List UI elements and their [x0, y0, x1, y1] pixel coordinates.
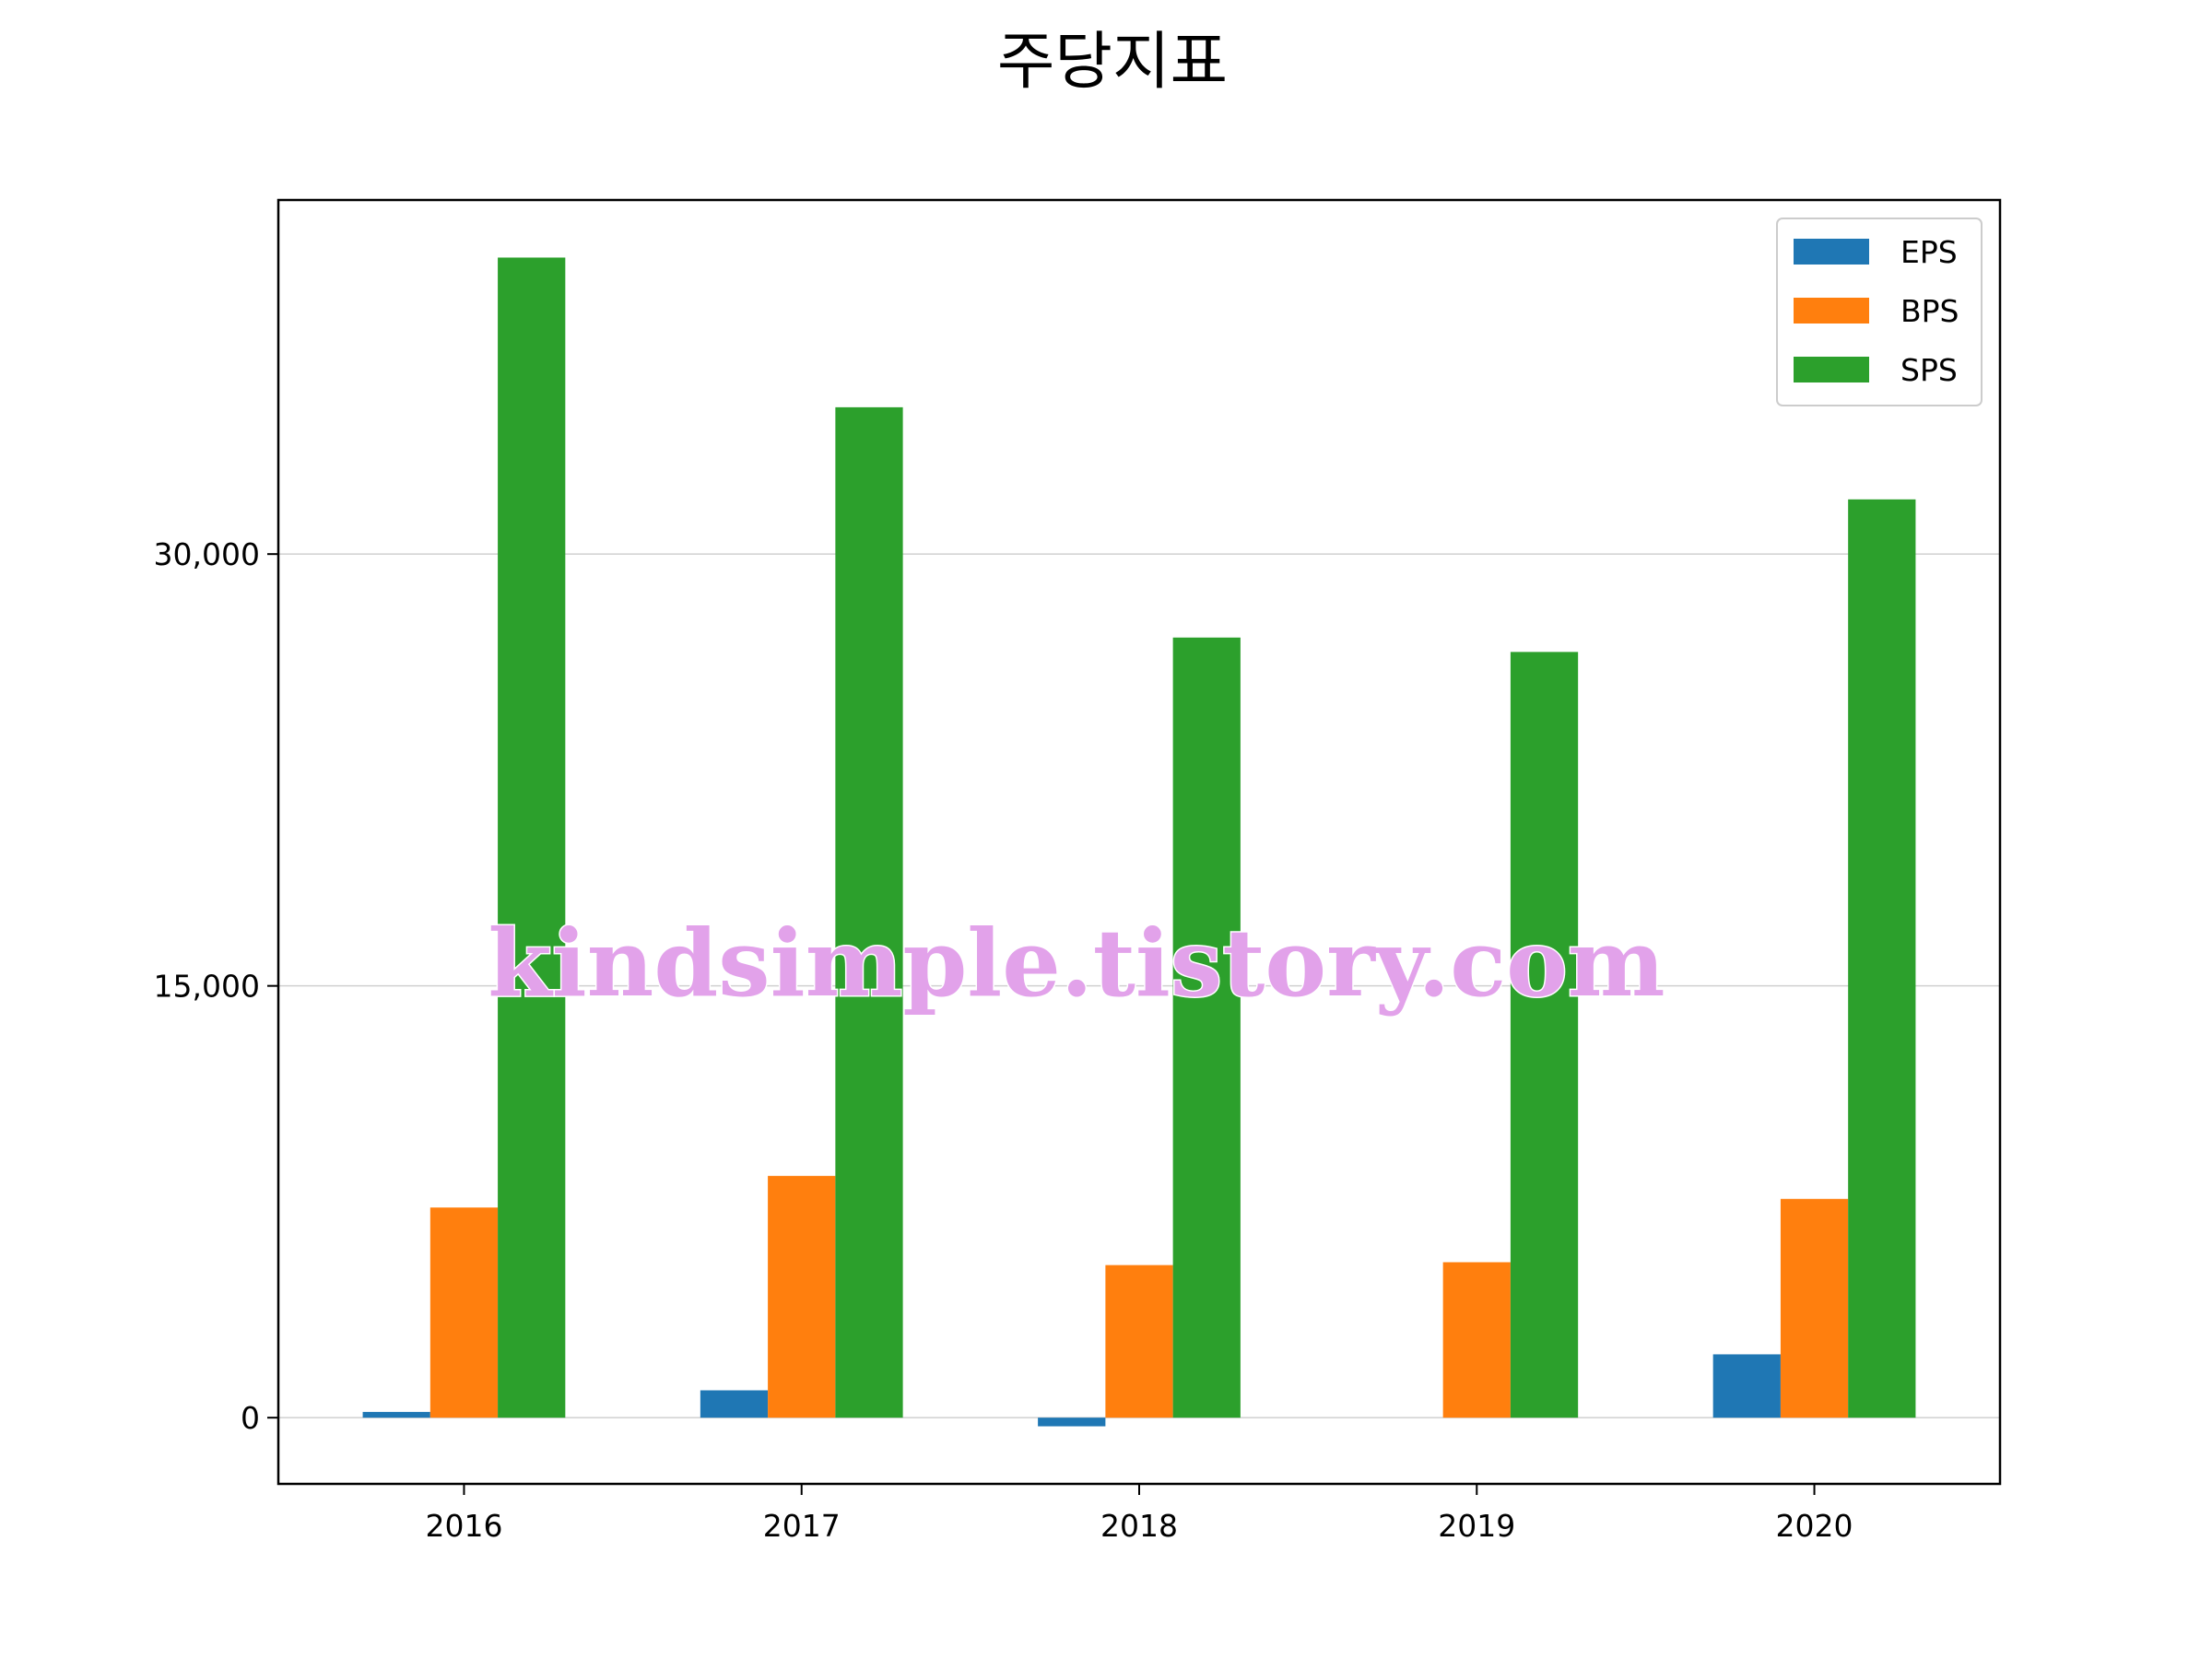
chart-title: 주당지표 [997, 26, 1228, 99]
bar-bps [1780, 1198, 1849, 1418]
bars [362, 257, 1916, 1427]
bar-sps [1510, 652, 1579, 1418]
y-tick-label: 30,000 [154, 536, 260, 572]
bar-bps [1442, 1262, 1511, 1418]
bar-eps [1712, 1354, 1781, 1418]
legend: EPS BPS SPS [1776, 218, 1983, 406]
x-tick-label: 2020 [1776, 1508, 1853, 1544]
legend-label: BPS [1900, 293, 1959, 329]
watermark: kindsimple.tistory.com [488, 909, 1665, 1018]
bar-eps [362, 1411, 430, 1418]
bar-bps [429, 1207, 499, 1418]
bar-sps [498, 257, 566, 1418]
bar-sps [835, 406, 903, 1418]
bar-sps [1848, 499, 1916, 1418]
bar-eps [700, 1390, 769, 1418]
y-tick-label: 0 [241, 1400, 260, 1436]
y-tick-label: 15,000 [154, 969, 260, 1005]
x-tick-label: 2019 [1438, 1508, 1515, 1544]
bar-eps [1038, 1418, 1106, 1427]
bar-bps [1105, 1265, 1173, 1418]
x-tick-label: 2016 [425, 1508, 502, 1544]
legend-swatch [1794, 239, 1869, 265]
bar-bps [768, 1175, 836, 1418]
legend-label: SPS [1900, 352, 1958, 388]
x-axis: 2016 2017 2018 2019 2020 [425, 1484, 1853, 1544]
legend-label: EPS [1900, 234, 1958, 270]
legend-swatch [1794, 298, 1869, 324]
y-axis: 0 15,000 30,000 [154, 536, 278, 1436]
x-tick-label: 2017 [763, 1508, 841, 1544]
x-tick-label: 2018 [1100, 1508, 1178, 1544]
legend-swatch [1794, 357, 1869, 382]
bar-sps [1172, 637, 1241, 1418]
